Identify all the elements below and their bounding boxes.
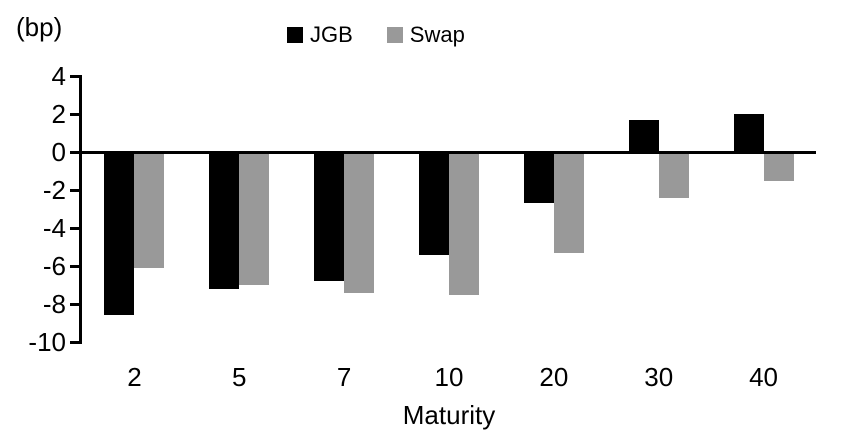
y-tick-label: 4 [51, 61, 66, 91]
legend: JGB Swap [287, 22, 465, 48]
zero-axis-line [79, 150, 816, 154]
y-tick-label: 2 [51, 99, 66, 129]
x-tick-label: 7 [336, 362, 352, 392]
bar-swap-7 [344, 152, 375, 293]
bar-jgb-7 [314, 152, 345, 282]
y-tick-mark [70, 264, 82, 268]
bar-jgb-30 [628, 119, 659, 152]
y-tick-mark [70, 112, 82, 116]
bar-swap-5 [239, 152, 270, 285]
legend-item: Swap [386, 22, 465, 48]
legend-label: Swap [409, 22, 465, 47]
legend-swatch-icon [386, 27, 403, 43]
legend-swatch-icon [287, 27, 303, 43]
bar-swap-20 [553, 152, 584, 253]
y-axis-line [79, 74, 82, 344]
legend-item: JGB [287, 22, 353, 48]
bar-jgb-20 [523, 152, 554, 204]
bar-swap-2 [134, 152, 165, 268]
x-tick-label: 30 [644, 362, 674, 392]
x-tick-label: 5 [232, 362, 247, 392]
y-tick-mark [70, 188, 82, 192]
bar-jgb-10 [419, 152, 449, 255]
bar-swap-10 [449, 152, 479, 295]
y-tick-label: -4 [42, 213, 66, 243]
bar-jgb-5 [209, 152, 240, 289]
y-tick-mark [70, 74, 82, 78]
y-tick-label: -10 [28, 327, 66, 357]
y-tick-label: 0 [51, 137, 66, 167]
y-tick-mark [70, 226, 82, 230]
y-tick-label: -2 [42, 175, 66, 205]
bar-jgb-2 [104, 152, 135, 316]
bar-swap-40 [763, 152, 794, 181]
y-tick-mark [70, 302, 82, 306]
y-axis-unit-label: (bp) [16, 12, 63, 42]
x-axis-title: Maturity [402, 400, 496, 430]
bar-swap-30 [658, 152, 689, 198]
y-tick-label: -8 [42, 289, 66, 319]
y-tick-mark [70, 150, 82, 154]
bar-jgb-40 [733, 114, 764, 152]
legend-label: JGB [310, 22, 353, 47]
y-tick-mark [70, 340, 82, 344]
x-tick-label: 2 [127, 362, 142, 392]
x-tick-label: 40 [749, 362, 779, 392]
y-tick-label: -6 [42, 251, 66, 281]
x-tick-label: 20 [539, 362, 569, 392]
x-tick-label: 10 [434, 362, 464, 392]
